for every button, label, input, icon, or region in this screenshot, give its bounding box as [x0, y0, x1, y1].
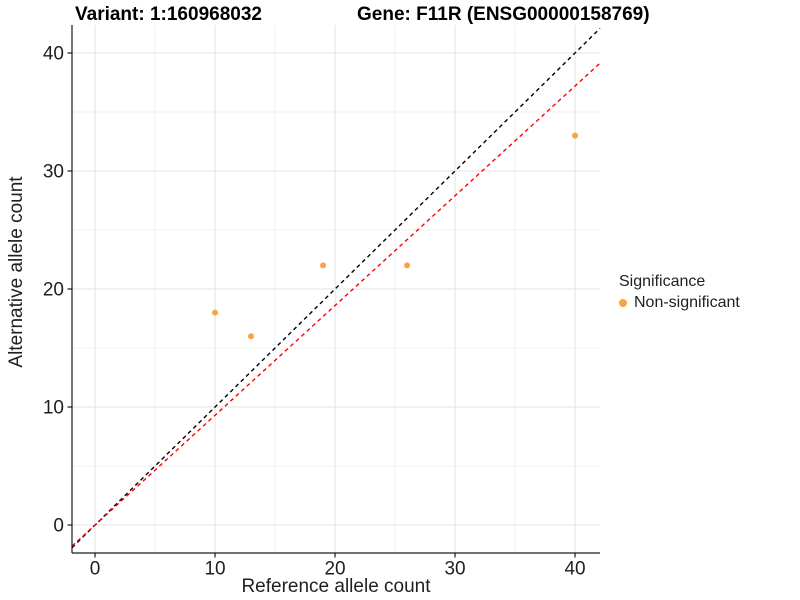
y-tick-label-30: 30 — [43, 161, 64, 182]
y-tick-label-10: 10 — [43, 398, 64, 419]
x-tick-label-30: 30 — [444, 559, 465, 580]
y-tick-label-0: 0 — [53, 516, 64, 537]
x-tick-label-10: 10 — [204, 559, 225, 580]
x-axis-title: Reference allele count — [241, 576, 431, 597]
point-marker-icon — [619, 299, 627, 307]
legend-item: Non-significant — [619, 294, 740, 312]
x-tick-label-20: 20 — [324, 559, 345, 580]
x-tick-label-40: 40 — [564, 559, 585, 580]
x-tick-label-0: 0 — [90, 559, 101, 580]
identity-line — [71, 27, 601, 549]
fit-line — [71, 62, 601, 547]
data-point-40-33 — [572, 132, 579, 139]
data-point-19-22 — [320, 262, 327, 269]
legend-item-label: Non-significant — [634, 294, 740, 311]
data-point-13-16 — [248, 333, 255, 340]
legend: Significance Non-significant — [619, 273, 740, 312]
y-axis-title: Alternative allele count — [6, 176, 27, 368]
data-point-26-22 — [404, 262, 411, 269]
y-tick-label-40: 40 — [43, 43, 64, 64]
data-point-10-18 — [212, 309, 219, 316]
variant-title: Variant: 1:160968032 — [75, 4, 262, 25]
legend-title: Significance — [619, 273, 706, 290]
gene-title: Gene: F11R (ENSG00000158769) — [357, 4, 650, 25]
y-tick-label-20: 20 — [43, 280, 64, 301]
